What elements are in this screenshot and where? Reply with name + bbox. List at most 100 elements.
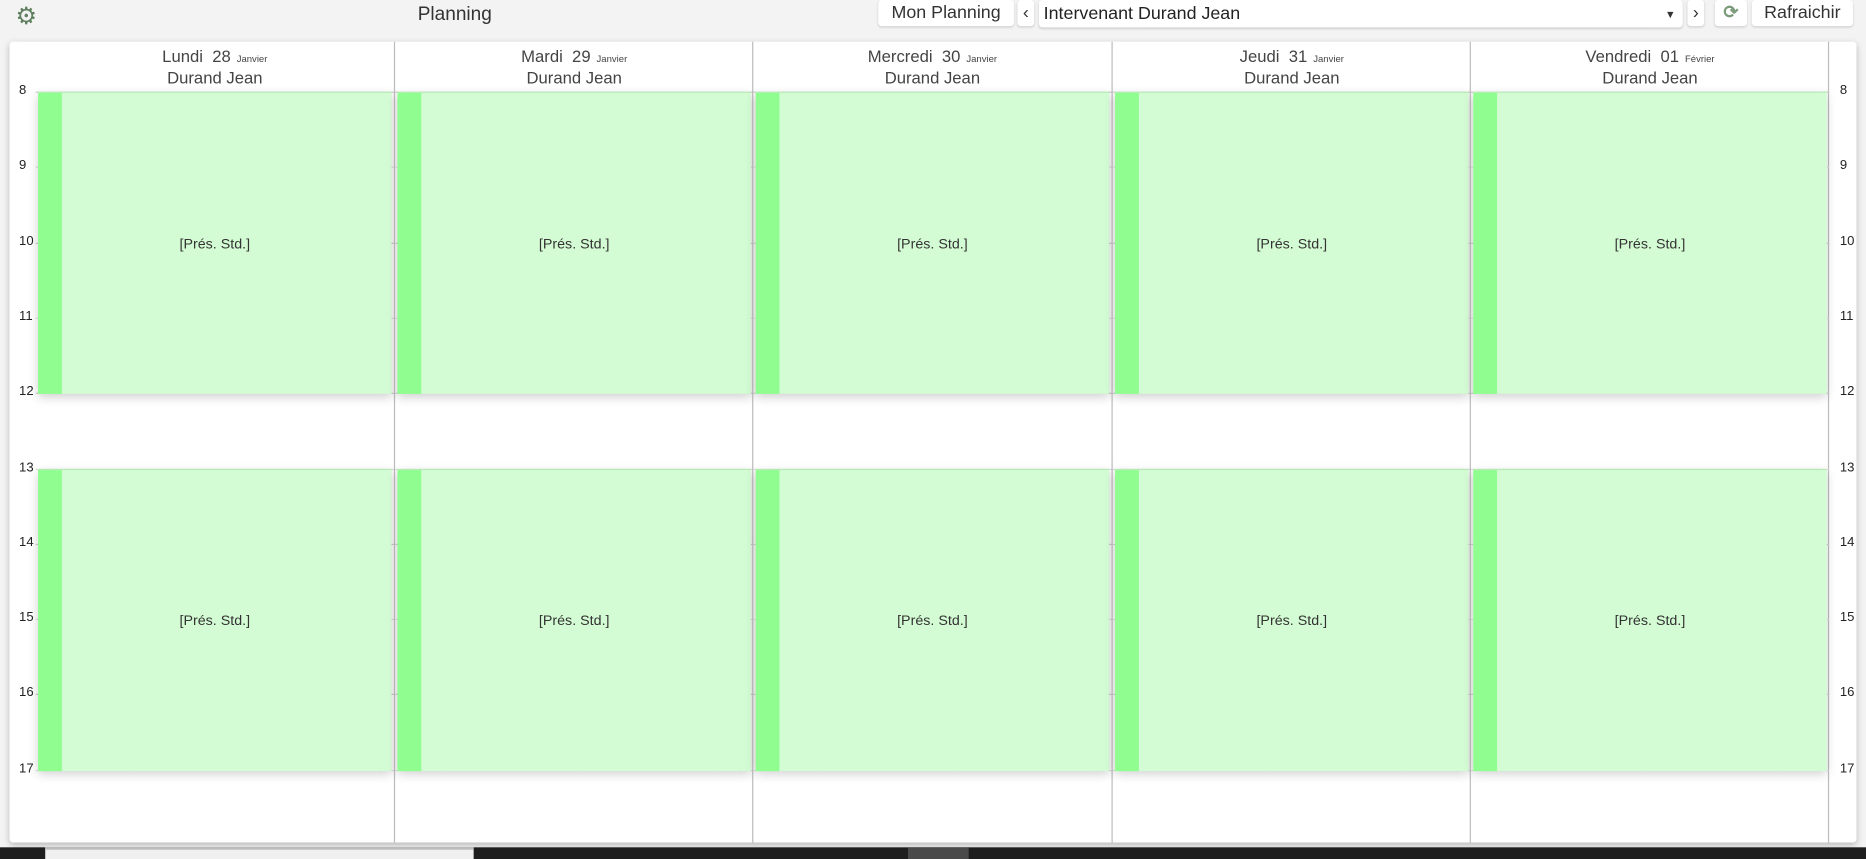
hour-label-left: 9 [19, 158, 27, 173]
day-column: Vendredi 01 Février Durand Jean [Prés. Std.… [1469, 41, 1830, 843]
hour-label-left: 13 [19, 459, 34, 475]
dropdown-caret-icon: ▼ [1664, 8, 1676, 21]
hour-label-right: 8 [1839, 83, 1848, 98]
right-gutter-border [1827, 41, 1830, 843]
event-stripe [1473, 469, 1498, 771]
page-title: Planning [417, 4, 492, 25]
day-month: Janvier [1313, 53, 1344, 65]
hour-label-right: 17 [1839, 761, 1855, 776]
taskbar-window[interactable] [45, 847, 474, 859]
gear-icon[interactable]: ⚙ [15, 3, 37, 30]
day-month: Janvier [966, 53, 998, 65]
event-label: [Prés. Std.] [1256, 235, 1328, 252]
event-label: [Prés. Std.] [1614, 235, 1686, 252]
day-column: Jeudi 31 Janvier Durand Jean [Prés. Std.] [P… [1111, 41, 1471, 843]
day-number: 28 [212, 46, 231, 66]
day-number: 30 [941, 46, 961, 66]
event-label: [Prés. Std.] [538, 235, 610, 252]
refresh-icon: ⟳ [1723, 2, 1739, 23]
event-block[interactable]: [Prés. Std.] [1115, 468, 1469, 771]
day-weekday: Vendredi [1585, 46, 1652, 66]
chevron-left-icon: ‹ [1022, 2, 1029, 23]
hour-label-left: 17 [19, 761, 34, 776]
day-month: Février [1684, 53, 1715, 65]
day-weekday: Lundi [162, 46, 203, 66]
refresh-icon-button[interactable]: ⟳ [1714, 0, 1747, 27]
event-stripe [755, 469, 780, 771]
day-person: Durand Jean [1244, 67, 1340, 87]
day-header: Jeudi 31 Janvier [1113, 46, 1471, 65]
hour-label-right: 10 [1839, 233, 1855, 249]
event-block[interactable]: [Prés. Std.] [397, 91, 751, 395]
previous-button[interactable]: ‹ [1017, 0, 1035, 27]
hour-label-right: 14 [1839, 535, 1855, 550]
hour-label-left: 12 [19, 384, 34, 399]
event-stripe [755, 92, 780, 395]
event-stripe [397, 92, 422, 395]
hour-label-right: 11 [1839, 309, 1854, 324]
planning-grid: 8 8 9 9 10 10 11 11 12 12 13 13 14 14 15 15 16 16 17 17 Lund… [9, 41, 1857, 843]
hour-label-right: 12 [1839, 384, 1855, 399]
refresh-button[interactable]: Rafraichir [1751, 0, 1853, 27]
intervenant-select[interactable]: Intervenant Durand Jean ▼ [1038, 0, 1683, 28]
day-month: Janvier [596, 53, 628, 65]
day-header: Mardi 29 Janvier [395, 46, 753, 65]
day-person: Durand Jean [1602, 67, 1698, 87]
day-number: 01 [1660, 46, 1680, 66]
day-weekday: Mercredi [867, 46, 933, 66]
event-label: [Prés. Std.] [538, 611, 610, 629]
day-weekday: Jeudi [1239, 46, 1280, 66]
event-stripe [1115, 469, 1139, 771]
next-button[interactable]: › [1687, 0, 1705, 27]
hour-label-left: 10 [19, 233, 34, 249]
day-number: 29 [572, 46, 591, 66]
hour-label-right: 9 [1839, 158, 1848, 173]
event-stripe [1473, 92, 1498, 395]
taskbar [0, 847, 1866, 859]
hour-label-left: 8 [19, 83, 27, 98]
hour-label-left: 11 [19, 309, 33, 324]
hour-label-left: 14 [19, 535, 34, 550]
event-block[interactable]: [Prés. Std.] [38, 91, 392, 395]
day-header: Mercredi 30 Janvier [753, 46, 1111, 65]
event-label: [Prés. Std.] [179, 611, 251, 629]
chevron-right-icon: › [1692, 2, 1699, 23]
event-label: [Prés. Std.] [179, 235, 251, 252]
hour-label-right: 13 [1839, 459, 1855, 475]
day-person: Durand Jean [167, 67, 263, 87]
hour-label-left: 16 [19, 685, 34, 701]
day-person: Durand Jean [884, 67, 981, 87]
day-number: 31 [1288, 46, 1308, 66]
hour-label-right: 15 [1839, 610, 1855, 625]
event-stripe [1115, 92, 1139, 395]
event-stripe [397, 469, 422, 771]
day-column: Mardi 29 Janvier Durand Jean [Prés. Std.] [P… [393, 41, 754, 843]
event-label: [Prés. Std.] [1256, 611, 1328, 629]
day-month: Janvier [236, 53, 268, 65]
selected-value: Intervenant Durand Jean [1043, 3, 1241, 24]
event-block[interactable]: [Prés. Std.] [755, 91, 1110, 395]
event-label: [Prés. Std.] [1614, 611, 1686, 629]
event-block[interactable]: [Prés. Std.] [1473, 468, 1827, 771]
hour-label-right: 16 [1839, 685, 1855, 701]
event-label: [Prés. Std.] [897, 235, 968, 252]
toolbar: ⚙ Planning Mon Planning ‹ Intervenant Du… [0, 0, 1866, 39]
event-block[interactable]: [Prés. Std.] [1115, 91, 1469, 395]
day-header: Lundi 28 Janvier [36, 46, 394, 65]
day-person: Durand Jean [526, 67, 622, 87]
day-header: Vendredi 01 Février [1471, 46, 1829, 65]
event-stripe [38, 469, 62, 771]
day-column: Mercredi 30 Janvier Durand Jean [Prés. Std.… [752, 41, 1112, 843]
hour-label-left: 15 [19, 610, 34, 625]
event-block[interactable]: [Prés. Std.] [397, 468, 751, 771]
event-label: [Prés. Std.] [897, 611, 968, 629]
day-weekday: Mardi [521, 46, 563, 66]
event-stripe [38, 92, 62, 395]
event-block[interactable]: [Prés. Std.] [38, 468, 392, 771]
event-block[interactable]: [Prés. Std.] [755, 468, 1110, 771]
taskbar-button[interactable] [908, 847, 969, 859]
event-block[interactable]: [Prés. Std.] [1473, 91, 1827, 395]
my-planning-button[interactable]: Mon Planning [878, 0, 1014, 27]
day-column: Lundi 28 Janvier Durand Jean [Prés. Std.] [P… [35, 42, 394, 843]
